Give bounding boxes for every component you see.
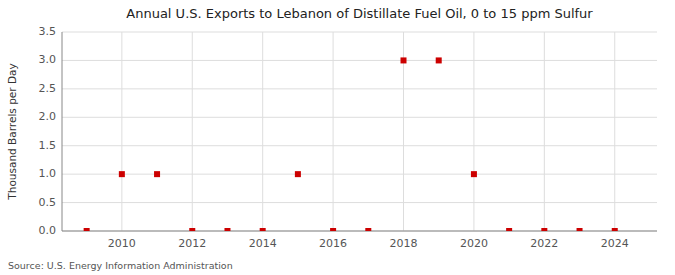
y-grid-line bbox=[62, 88, 657, 89]
point bbox=[612, 228, 618, 231]
y-tick-label: 1.5 bbox=[39, 139, 57, 152]
y-grid-line bbox=[62, 231, 657, 232]
x-tick-label: 2024 bbox=[601, 237, 629, 250]
y-grid-line bbox=[62, 202, 657, 203]
y-tick-label: 0.0 bbox=[39, 224, 57, 237]
point bbox=[401, 57, 407, 63]
x-axis-line bbox=[62, 231, 657, 232]
point bbox=[119, 171, 125, 177]
y-tick-label: 2.5 bbox=[39, 82, 57, 95]
point bbox=[436, 57, 442, 63]
y-tick-label: 3.5 bbox=[39, 25, 57, 38]
y-axis-line bbox=[62, 32, 63, 231]
y-tick-label: 0.5 bbox=[39, 196, 57, 209]
x-grid-line bbox=[192, 32, 193, 231]
point bbox=[295, 171, 301, 177]
x-grid-line bbox=[121, 32, 122, 231]
x-tick-label: 2010 bbox=[108, 237, 136, 250]
y-grid-line bbox=[62, 32, 657, 33]
y-tick-label: 2.0 bbox=[39, 110, 57, 123]
y-grid-line bbox=[62, 117, 657, 118]
point bbox=[330, 228, 336, 231]
title: Annual U.S. Exports to Lebanon of Distil… bbox=[126, 6, 593, 21]
point bbox=[84, 228, 90, 231]
x-tick-label: 2020 bbox=[460, 237, 488, 250]
chart-svg: 0.0 0.5 1.0 1.5 2.0 2.5 3.0 3.5 2010 2012 2014 2016… bbox=[0, 0, 675, 275]
point bbox=[224, 228, 230, 231]
y-tick-label: 3.0 bbox=[39, 53, 57, 66]
x-tick-label: 2016 bbox=[319, 237, 347, 250]
x-grid-line bbox=[333, 32, 334, 231]
x-tick-label: 2014 bbox=[249, 237, 277, 250]
y-grid-line bbox=[62, 145, 657, 146]
x-tick-label: 2018 bbox=[390, 237, 418, 250]
grid bbox=[62, 32, 657, 231]
point bbox=[471, 171, 477, 177]
y-tick-label: 1.0 bbox=[39, 167, 57, 180]
y-grid-line bbox=[62, 174, 657, 175]
x-grid-line bbox=[262, 32, 263, 231]
x-tick-label: 2022 bbox=[530, 237, 558, 250]
source-note: Source: U.S. Energy Information Administ… bbox=[8, 260, 233, 271]
point bbox=[506, 228, 512, 231]
x-grid-line bbox=[614, 32, 615, 231]
point bbox=[541, 228, 547, 231]
y-grid-line bbox=[62, 60, 657, 61]
chart-container: 0.0 0.5 1.0 1.5 2.0 2.5 3.0 3.5 2010 2012 2014 2016… bbox=[0, 0, 675, 275]
point bbox=[577, 228, 583, 231]
point bbox=[365, 228, 371, 231]
y-axis-label: Thousand Barrels per Day bbox=[6, 63, 18, 200]
point bbox=[260, 228, 266, 231]
point bbox=[154, 171, 160, 177]
x-tick-label: 2012 bbox=[178, 237, 206, 250]
x-grid-line bbox=[544, 32, 545, 231]
x-grid-line bbox=[473, 32, 474, 231]
point bbox=[189, 228, 195, 231]
points bbox=[84, 57, 618, 231]
